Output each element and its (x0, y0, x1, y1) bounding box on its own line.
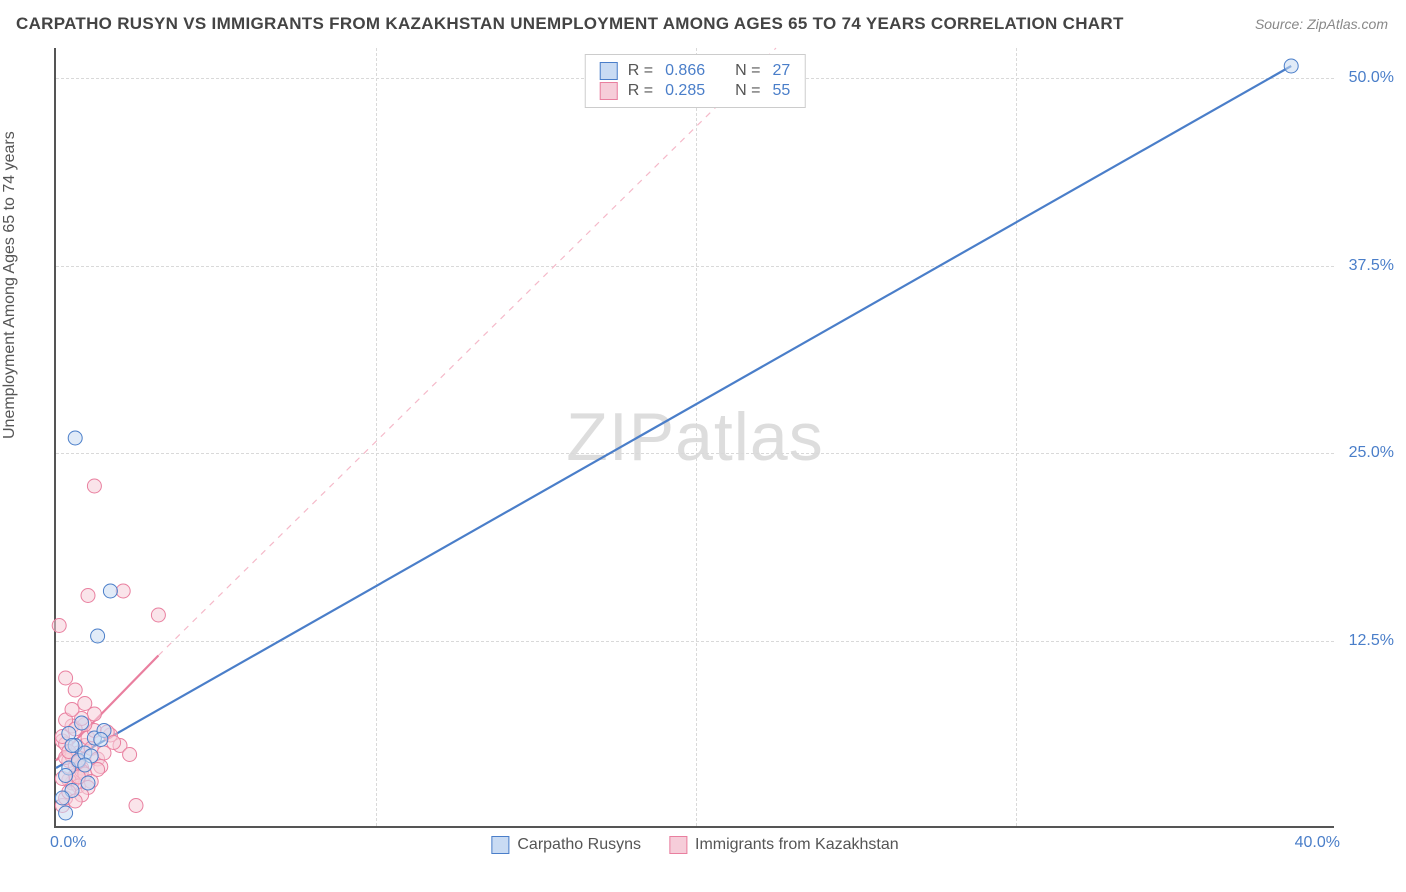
scatter-point (116, 584, 130, 598)
legend-n-value: 27 (772, 62, 790, 80)
legend-series-item: Carpatho Rusyns (491, 836, 641, 854)
legend-swatch (669, 836, 687, 854)
scatter-point (103, 584, 117, 598)
scatter-point (91, 763, 105, 777)
y-tick-label: 12.5% (1349, 632, 1394, 650)
scatter-point (65, 739, 79, 753)
scatter-point (65, 703, 79, 717)
scatter-point (129, 799, 143, 813)
source-attribution: Source: ZipAtlas.com (1255, 16, 1388, 32)
legend-r-label: R = (628, 82, 653, 100)
scatter-point (123, 748, 137, 762)
scatter-point (59, 769, 73, 783)
scatter-point (81, 589, 95, 603)
scatter-point (59, 671, 73, 685)
legend-series: Carpatho Rusyns Immigrants from Kazakhst… (491, 836, 898, 854)
legend-r-value: 0.285 (665, 82, 705, 100)
x-tick-max: 40.0% (1295, 834, 1340, 852)
scatter-point (94, 733, 108, 747)
scatter-point (59, 806, 73, 820)
y-axis-label: Unemployment Among Ages 65 to 74 years (1, 131, 19, 439)
legend-n-value: 55 (772, 82, 790, 100)
scatter-point (68, 431, 82, 445)
legend-swatch (491, 836, 509, 854)
scatter-point (91, 629, 105, 643)
legend-stat-row: R = 0.866 N = 27 (600, 62, 791, 80)
legend-r-label: R = (628, 62, 653, 80)
legend-n-label: N = (735, 82, 760, 100)
scatter-point (52, 619, 66, 633)
trend-line-dashed (158, 48, 776, 656)
legend-swatch (600, 82, 618, 100)
scatter-point (87, 479, 101, 493)
chart-title: CARPATHO RUSYN VS IMMIGRANTS FROM KAZAKH… (16, 14, 1124, 34)
scatter-point (68, 683, 82, 697)
x-tick-min: 0.0% (50, 834, 86, 852)
legend-r-value: 0.866 (665, 62, 705, 80)
plot-area: ZIPatlas 12.5%25.0%37.5%50.0% R = 0.866 … (54, 48, 1334, 828)
scatter-point (75, 716, 89, 730)
scatter-point (55, 791, 69, 805)
y-tick-label: 50.0% (1349, 69, 1394, 87)
legend-series-item: Immigrants from Kazakhstan (669, 836, 899, 854)
scatter-point (1284, 59, 1298, 73)
trend-line (56, 66, 1291, 768)
scatter-point (78, 758, 92, 772)
scatter-point (87, 707, 101, 721)
legend-stats: R = 0.866 N = 27 R = 0.285 N = 55 (585, 54, 806, 108)
legend-n-label: N = (735, 62, 760, 80)
scatter-point (81, 776, 95, 790)
legend-swatch (600, 62, 618, 80)
plot-svg (56, 48, 1334, 826)
legend-series-label: Immigrants from Kazakhstan (695, 836, 899, 854)
y-tick-label: 37.5% (1349, 257, 1394, 275)
scatter-point (151, 608, 165, 622)
legend-stat-row: R = 0.285 N = 55 (600, 82, 791, 100)
y-tick-label: 25.0% (1349, 444, 1394, 462)
legend-series-label: Carpatho Rusyns (517, 836, 641, 854)
scatter-point (107, 736, 121, 750)
